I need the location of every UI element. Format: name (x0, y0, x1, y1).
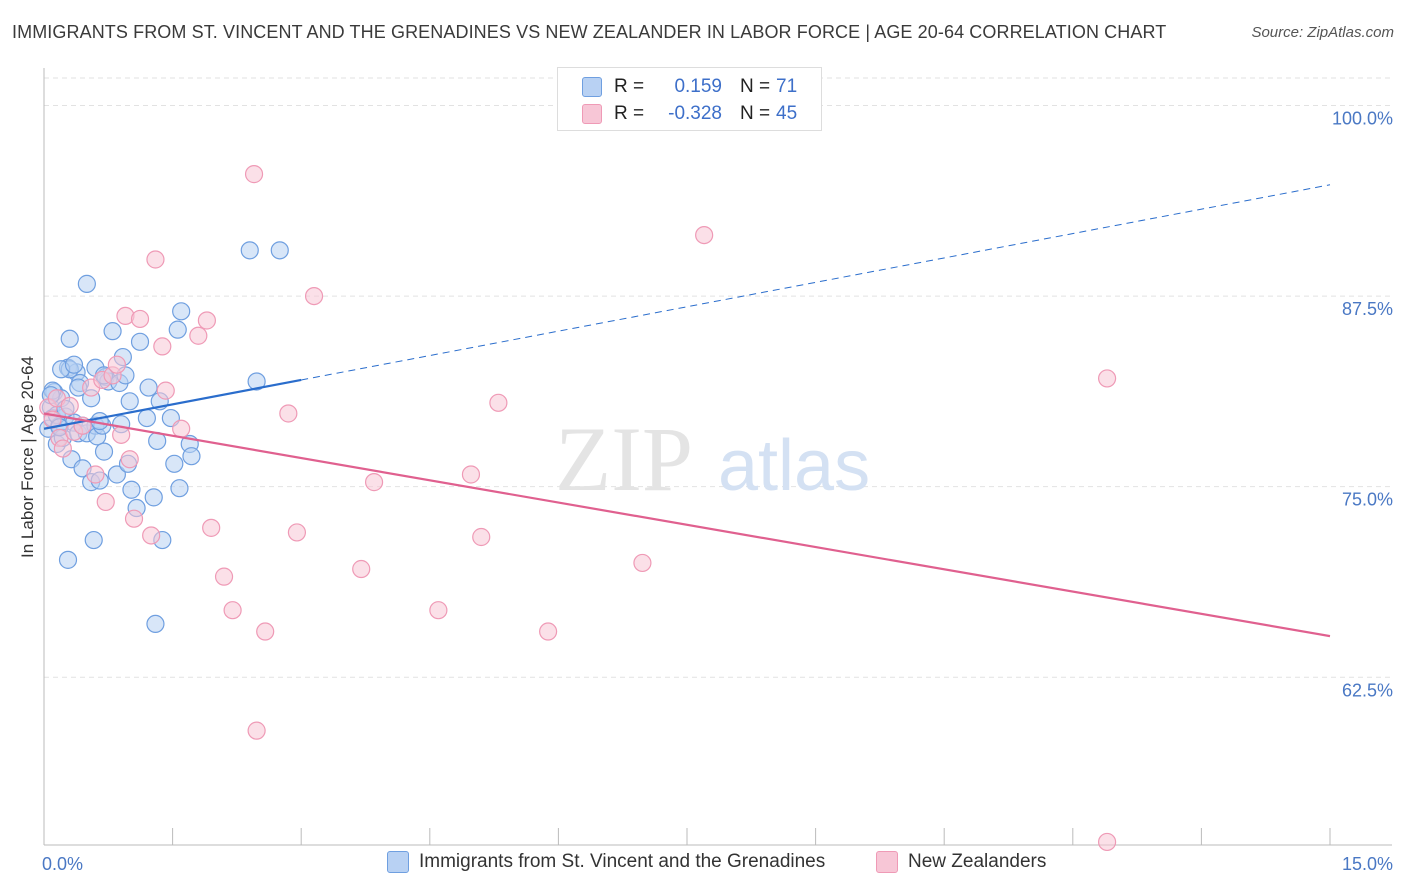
point-new-zealanders (223, 601, 242, 620)
point-new-zealanders (304, 286, 324, 306)
point-immigrants (137, 408, 156, 428)
y-tick-label: 87.5% (1342, 299, 1393, 319)
point-new-zealanders (461, 465, 481, 484)
y-tick-label: 62.5% (1342, 680, 1393, 700)
point-new-zealanders (472, 527, 491, 547)
point-new-zealanders (86, 465, 105, 484)
point-new-zealanders (244, 165, 264, 184)
point-immigrants (94, 442, 114, 461)
point-new-zealanders (287, 523, 307, 542)
trend-line-new-zealanders (43, 412, 1331, 638)
point-new-zealanders (633, 553, 652, 573)
point-new-zealanders (156, 381, 175, 400)
series-label-immigrants: Immigrants from St. Vincent and the Gren… (419, 851, 826, 872)
watermark-atlas: atlas (718, 426, 870, 506)
point-new-zealanders (214, 567, 234, 586)
point-immigrants (240, 241, 259, 260)
series-legend-immigrants: Immigrants from St. Vincent and the Gren… (387, 851, 825, 873)
legend-r-value: -0.328 (668, 103, 722, 124)
chart-title: IMMIGRANTS FROM ST. VINCENT AND THE GREN… (12, 22, 1167, 42)
series-swatch-immigrants (387, 851, 409, 873)
point-immigrants (77, 274, 96, 293)
point-new-zealanders (172, 419, 191, 438)
point-new-zealanders (120, 450, 139, 469)
point-immigrants (103, 322, 122, 341)
point-new-zealanders (124, 509, 144, 528)
axes (43, 68, 1392, 846)
series-swatch-new-zealanders (876, 851, 898, 873)
point-new-zealanders (130, 309, 150, 329)
y-tick-label: 100.0% (1332, 108, 1393, 128)
point-immigrants (146, 614, 165, 634)
gridlines (44, 77, 1392, 678)
point-new-zealanders (489, 393, 508, 412)
point-new-zealanders (364, 473, 384, 492)
legend-n-value: 45 (776, 103, 798, 124)
legend-n-label: N = (740, 76, 771, 97)
legend-swatch-immigrants (582, 77, 602, 97)
point-immigrants (120, 392, 139, 411)
point-new-zealanders (695, 225, 714, 245)
point-new-zealanders (429, 601, 448, 620)
point-new-zealanders (1097, 832, 1117, 852)
trend-line-immigrants-extension (301, 184, 1331, 381)
point-new-zealanders (107, 355, 126, 374)
point-new-zealanders (96, 492, 115, 512)
point-immigrants (172, 302, 191, 321)
tick-labels: 100.0% 87.5% 75.0% 62.5% 0.0% 15.0% (42, 108, 1393, 874)
watermark-zip: ZIP (555, 408, 693, 510)
point-new-zealanders (1097, 369, 1117, 388)
point-immigrants (139, 378, 158, 397)
point-new-zealanders (197, 311, 216, 330)
legend-r-label: R = (614, 103, 645, 124)
point-immigrants (60, 329, 79, 348)
point-new-zealanders (142, 526, 161, 545)
legend-n-label: N = (740, 103, 771, 124)
point-new-zealanders (146, 250, 165, 269)
point-immigrants (247, 372, 266, 391)
point-immigrants (165, 454, 184, 473)
point-immigrants (168, 320, 187, 339)
y-tick-label: 75.0% (1342, 490, 1393, 510)
stats-legend: R = 0.159 N = 71 R = -0.328 N = 45 (557, 67, 822, 131)
series-legend-new-zealanders: New Zealanders (876, 851, 1046, 873)
point-new-zealanders (279, 404, 298, 423)
point-new-zealanders (256, 622, 275, 641)
x-tick-label-min: 0.0% (42, 854, 83, 874)
legend-row-new-zealanders: R = -0.328 N = 45 (582, 102, 797, 126)
legend-n-value: 71 (776, 76, 798, 97)
point-new-zealanders (189, 326, 208, 345)
series-label-new-zealanders: New Zealanders (908, 851, 1047, 872)
point-immigrants (64, 355, 84, 374)
x-tick-label-max: 15.0% (1342, 854, 1393, 874)
legend-r-label: R = (614, 76, 645, 97)
source-label: Source: ZipAtlas.com (1251, 24, 1394, 41)
point-new-zealanders (60, 396, 79, 415)
legend-row-immigrants: R = 0.159 N = 71 (582, 75, 797, 99)
point-new-zealanders (539, 622, 558, 641)
trend-lines (43, 184, 1331, 638)
point-new-zealanders (153, 337, 172, 356)
watermark: ZIP atlas (555, 408, 870, 510)
legend-swatch-new-zealanders (582, 104, 602, 124)
point-immigrants (58, 550, 78, 569)
point-new-zealanders (202, 518, 221, 537)
point-immigrants (107, 465, 126, 484)
point-immigrants (182, 447, 201, 466)
point-immigrants (170, 479, 189, 498)
point-new-zealanders (247, 721, 266, 740)
point-immigrants (122, 480, 141, 499)
point-new-zealanders (352, 559, 371, 579)
legend-r-value: 0.159 (674, 76, 722, 97)
point-immigrants (144, 488, 163, 507)
point-immigrants (130, 332, 150, 351)
point-new-zealanders (53, 439, 72, 458)
point-immigrants (84, 530, 103, 550)
point-immigrants (270, 241, 289, 260)
